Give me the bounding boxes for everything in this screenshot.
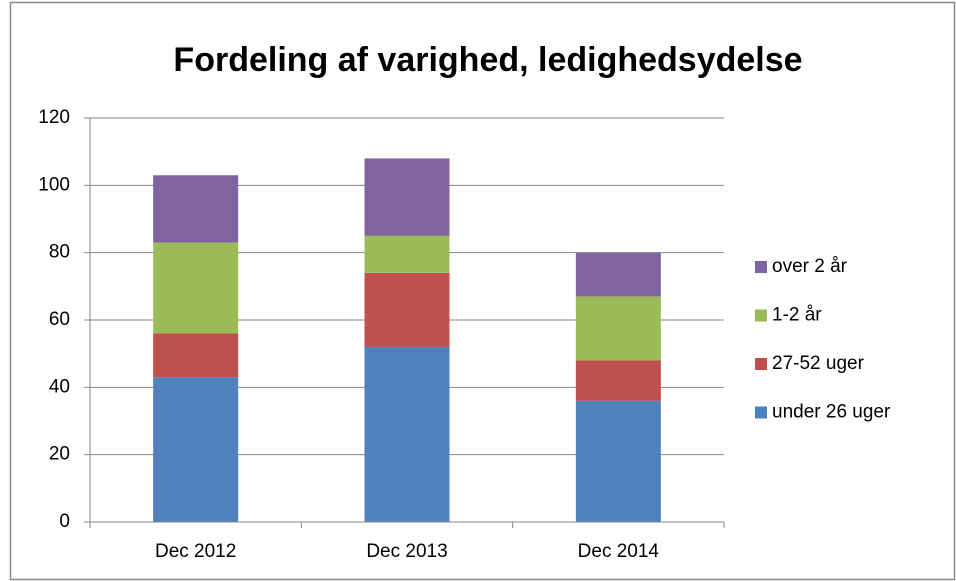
legend-swatch [755,261,767,273]
y-tick-label: 40 [49,376,70,397]
bar-segment [364,235,450,273]
y-tick-label: 60 [49,309,70,330]
y-tick-label: 120 [38,107,70,128]
legend-swatch [755,358,767,370]
x-tick-label: Dec 2013 [366,541,447,562]
x-tick-label: Dec 2014 [578,541,660,562]
y-tick-label: 100 [38,174,70,195]
bar-segment [153,377,239,522]
bar-segment [575,252,661,297]
bar-segment [575,296,661,361]
legend-swatch [755,309,767,322]
legend-label: 27-52 uger [772,353,865,374]
legend-label: over 2 år [772,256,848,277]
chart-title: Fordeling af varighed, ledighedsydelse [173,41,802,79]
bar-segment [153,333,239,378]
bar-segment [153,242,239,334]
bar-segment [364,346,450,522]
y-tick-label: 80 [49,242,70,263]
legend-swatch [755,406,767,419]
bar-segment [153,175,239,243]
y-tick-label: 20 [49,444,70,465]
chart-frame [9,1,956,581]
bar-segment [575,400,661,522]
bar-segment [575,360,661,401]
bar-segment [364,158,450,236]
x-tick-label: Dec 2012 [155,541,236,562]
bar-segment [364,272,450,347]
legend-label: under 26 uger [772,402,891,423]
legend-label: 1-2 år [772,305,822,326]
y-tick-label: 0 [59,511,70,532]
